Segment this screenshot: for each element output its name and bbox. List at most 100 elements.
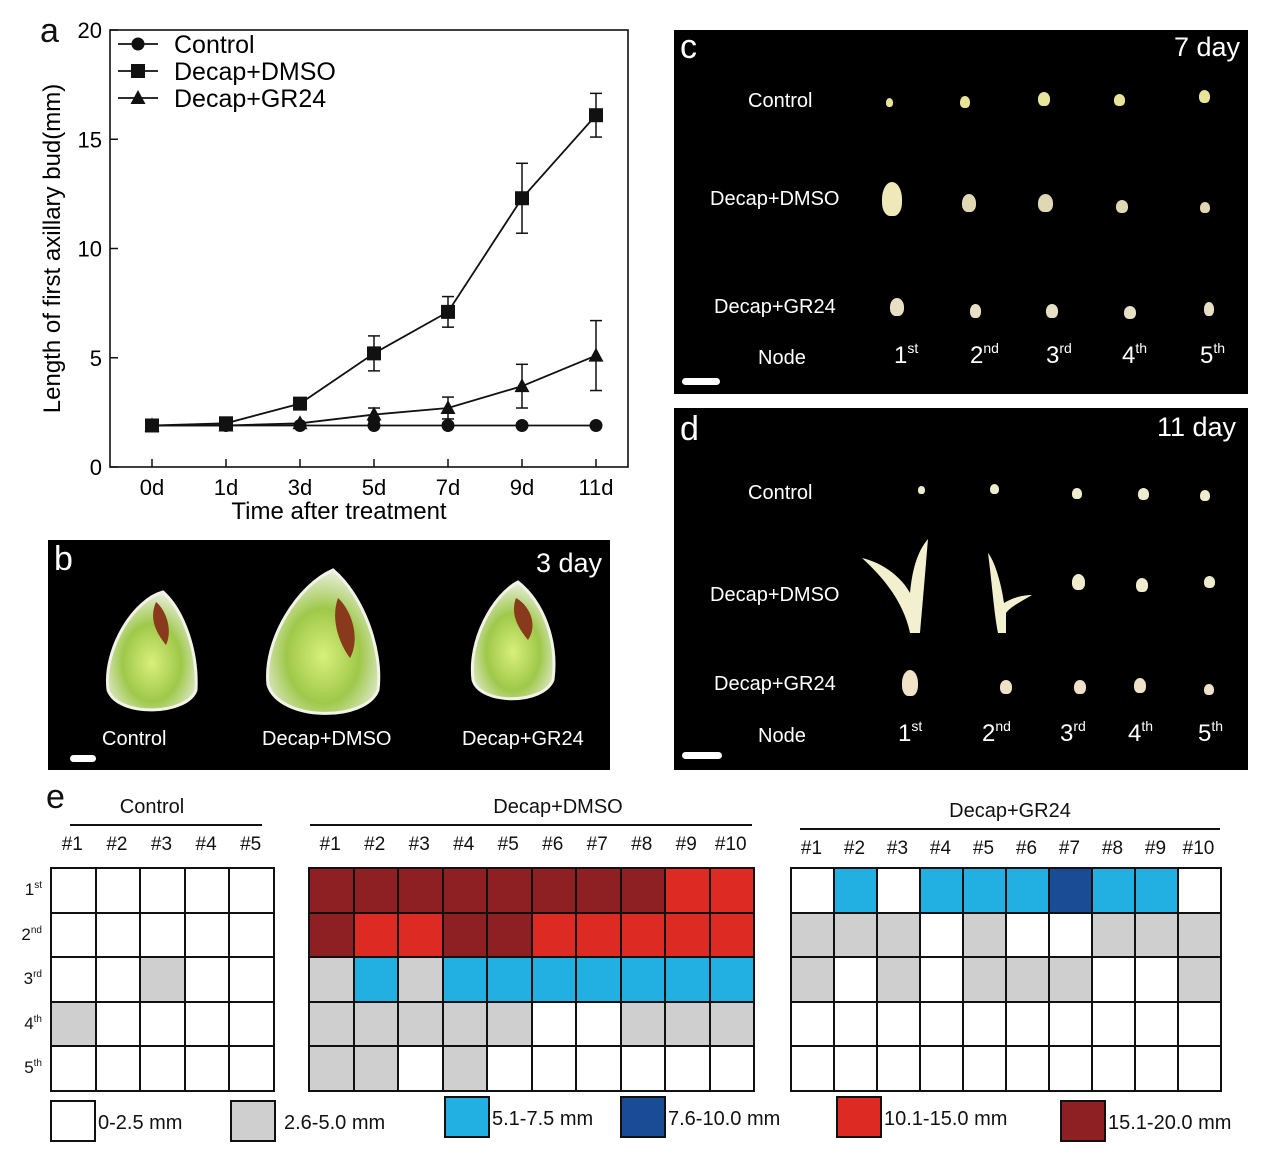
y-tick-label: 0 (90, 455, 102, 480)
data-point (218, 417, 234, 432)
panel-a-line-chart: 0 5 10 15 20 0d 1d 3d 5d 7d 9d 11d Time after treatm… (39, 18, 629, 525)
grid-cell (664, 911, 711, 958)
grid-cell (1091, 956, 1136, 1003)
data-point (589, 418, 603, 432)
panel-b-label-gr24: Decap+GR24 (462, 728, 584, 750)
grid-cell (183, 1045, 231, 1092)
legend-marker (131, 37, 145, 51)
grid-title-rule (70, 824, 262, 826)
column-header: #2 (843, 838, 866, 859)
legend-label: 5.1-7.5 mm (492, 1108, 594, 1130)
grid-cell (708, 867, 755, 914)
column-header: #7 (586, 834, 608, 855)
grid-cell (962, 1000, 1007, 1047)
grid-cell (50, 956, 97, 1003)
grid-cell (1048, 1045, 1093, 1092)
grid-cell (962, 1045, 1007, 1092)
legend-label: 7.6-10.0 mm (668, 1108, 781, 1130)
grid-cell (486, 1000, 533, 1047)
column-header: #5 (240, 834, 262, 855)
grid-cell (876, 867, 921, 914)
scale-bar (682, 378, 720, 385)
column-header: #4 (195, 834, 217, 855)
grid-cell (228, 911, 275, 958)
row-header: 1st (24, 880, 42, 899)
column-header: #10 (1182, 838, 1215, 859)
grid-cell (833, 956, 878, 1003)
grid-cell (308, 867, 355, 914)
bud-decap-dmso (266, 568, 381, 715)
grid-cell (139, 956, 186, 1003)
panel-d-row-control: Control (748, 482, 813, 504)
grid-cell (94, 1045, 142, 1092)
column-header: #3 (408, 834, 430, 855)
grid-cell (397, 1045, 444, 1092)
grid-cell (94, 867, 142, 914)
grid-cell (530, 867, 577, 914)
panel-c-row-dmso: Decap+DMSO (710, 188, 840, 210)
bud (902, 670, 918, 696)
grid-cell (708, 911, 755, 958)
row-header: 2nd (21, 924, 42, 944)
grid-cell (833, 867, 878, 914)
bud (970, 304, 981, 318)
x-tick-label: 3d (288, 475, 312, 500)
bud (1134, 678, 1146, 693)
grid-cell (183, 911, 231, 958)
data-point (515, 191, 529, 206)
grid-title: Decap+DMSO (493, 796, 623, 818)
grid-cell (228, 956, 275, 1003)
legend-marker (130, 90, 146, 104)
data-point (514, 378, 530, 393)
bud (890, 298, 904, 316)
scale-bar (70, 755, 96, 762)
grid-cell (1005, 956, 1050, 1003)
column-header: #1 (61, 834, 83, 855)
bud (1114, 94, 1125, 106)
legend-swatch (444, 1096, 490, 1138)
row-header: 5th (24, 1058, 42, 1077)
bud (1072, 488, 1082, 499)
column-header: #4 (929, 838, 952, 859)
grid-cell (228, 1045, 275, 1092)
panel-b-day: 3 day (535, 548, 602, 578)
bud (962, 194, 976, 212)
panel-d-node-4: 4th (1128, 718, 1154, 747)
grid-cell (530, 911, 577, 958)
grid-cell (94, 1000, 142, 1047)
bud (1038, 92, 1050, 106)
column-header: #2 (364, 834, 386, 855)
grid-cell (833, 1000, 878, 1047)
grid-cell (486, 1045, 533, 1092)
column-header: #9 (1144, 838, 1167, 859)
grid-cell (790, 1000, 835, 1047)
grid-cell (352, 956, 399, 1003)
column-header: #10 (714, 834, 747, 855)
grid-cell (790, 911, 835, 958)
grid-cell (530, 1045, 577, 1092)
grid-cell (530, 1000, 577, 1047)
grid-cell (876, 956, 921, 1003)
grid-cell (50, 1045, 97, 1092)
grid-cell (486, 956, 533, 1003)
grid-title-rule (800, 828, 1220, 830)
grid-cell (139, 1045, 186, 1092)
grid-cell (664, 1045, 711, 1092)
x-tick-label: 1d (214, 475, 238, 500)
panel-b-buds (105, 568, 556, 715)
grid-cell (1048, 911, 1093, 958)
grid-cell (919, 911, 964, 958)
grid-cell (1048, 956, 1093, 1003)
grid-cell (1048, 867, 1093, 914)
grid-cell (619, 956, 666, 1003)
grid-title-rule (310, 824, 752, 826)
grid-cell (1177, 1045, 1222, 1092)
grid-title: Decap+GR24 (949, 800, 1071, 822)
legend-label: Decap+DMSO (174, 58, 336, 86)
data-point (366, 406, 382, 421)
grid-cell (486, 911, 533, 958)
grid-cell (1177, 956, 1222, 1003)
column-header: #5 (972, 838, 995, 859)
grid-cell (1005, 1045, 1050, 1092)
x-tick-label: 0d (140, 475, 164, 500)
